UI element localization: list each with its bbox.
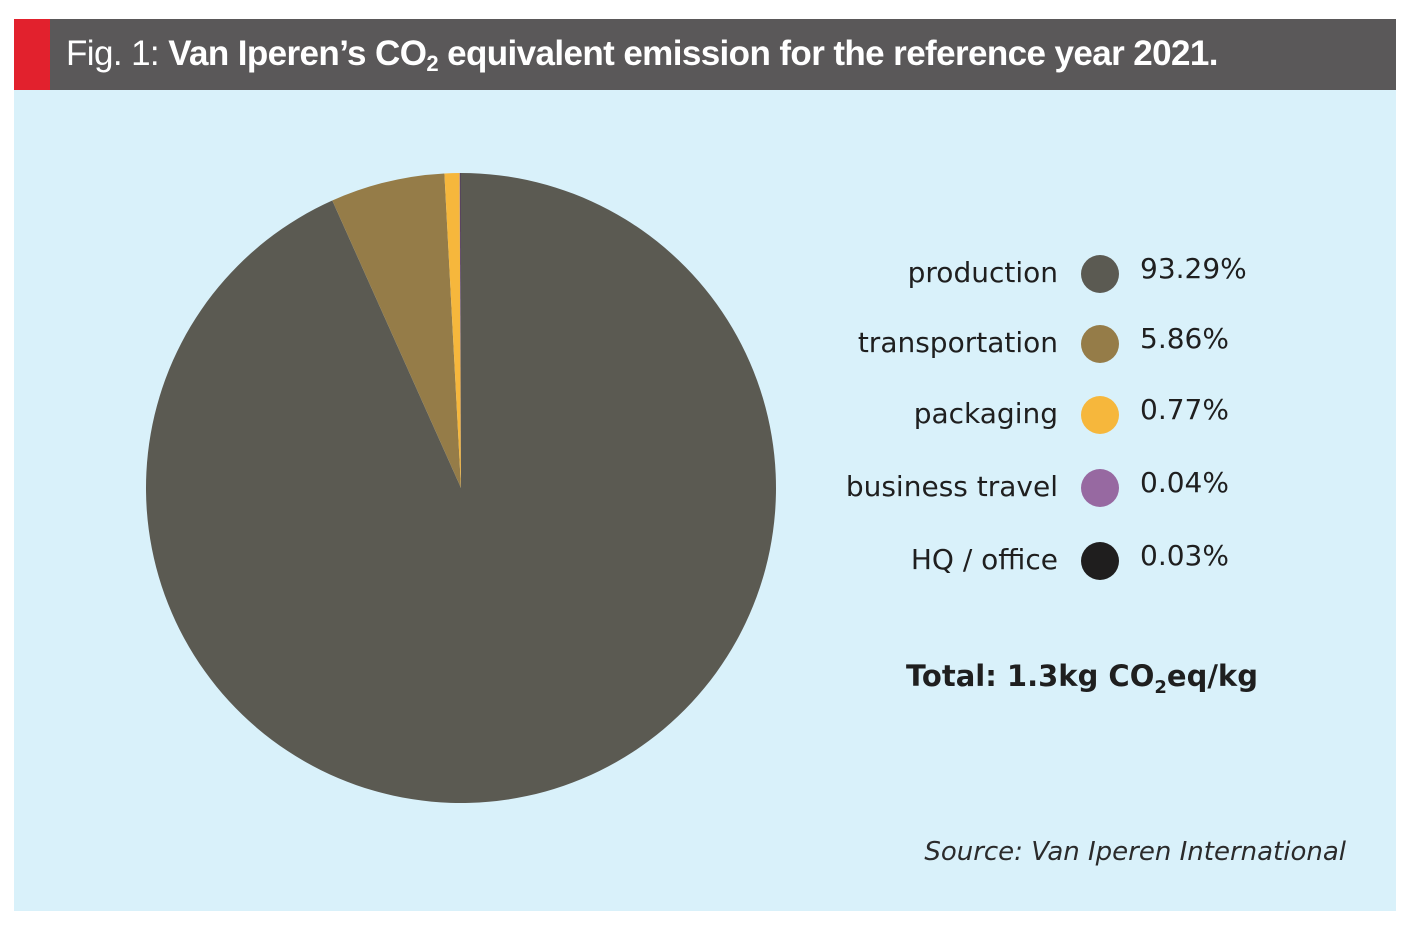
legend-value-hq-office: 0.03%: [1140, 539, 1229, 572]
legend-swatch-transportation: [1081, 325, 1119, 363]
figure-panel: Fig. 1: Van Iperen’s CO2 equivalent emis…: [14, 19, 1396, 911]
pie-chart: [146, 173, 777, 803]
figure-number: Fig. 1:: [66, 34, 169, 73]
figure-title: Fig. 1: Van Iperen’s CO2 equivalent emis…: [66, 32, 1218, 76]
pie-slice-packaging: [444, 173, 461, 488]
legend-label-production: production: [907, 256, 1058, 289]
total-subscript: 2: [1154, 677, 1167, 698]
total-emission: Total: 1.3kg CO2eq/kg: [906, 659, 1258, 697]
legend-label-transportation: transportation: [857, 326, 1058, 359]
legend-value-transportation: 5.86%: [1140, 322, 1229, 355]
pie-slice-hq-office: [460, 173, 461, 488]
figure-header: Fig. 1: Van Iperen’s CO2 equivalent emis…: [14, 19, 1396, 90]
title-subscript: 2: [426, 51, 438, 76]
legend-label-hq-office: HQ / office: [910, 543, 1058, 576]
header-accent-bar: [14, 19, 50, 90]
legend-swatch-production: [1081, 255, 1119, 293]
title-part-2: equivalent emission for the reference ye…: [437, 34, 1218, 73]
legend-value-business-travel: 0.04%: [1140, 466, 1229, 499]
legend-swatch-hq-office: [1081, 542, 1119, 580]
pie-slice-transportation: [332, 173, 461, 488]
source-note: Source: Van Iperen International: [924, 837, 1346, 867]
legend-value-production: 93.29%: [1140, 252, 1247, 285]
total-prefix: Total: 1.3kg CO: [906, 659, 1155, 693]
pie-slice-business-travel: [459, 173, 461, 489]
legend-label-business-travel: business travel: [845, 470, 1058, 503]
title-part-1: Van Iperen’s CO: [168, 34, 427, 73]
total-suffix: eq/kg: [1166, 659, 1258, 693]
legend-value-packaging: 0.77%: [1140, 393, 1229, 426]
pie-slice-production: [146, 173, 777, 803]
legend-swatch-packaging: [1081, 396, 1119, 434]
legend-swatch-business-travel: [1081, 469, 1119, 507]
legend-label-packaging: packaging: [913, 397, 1058, 430]
